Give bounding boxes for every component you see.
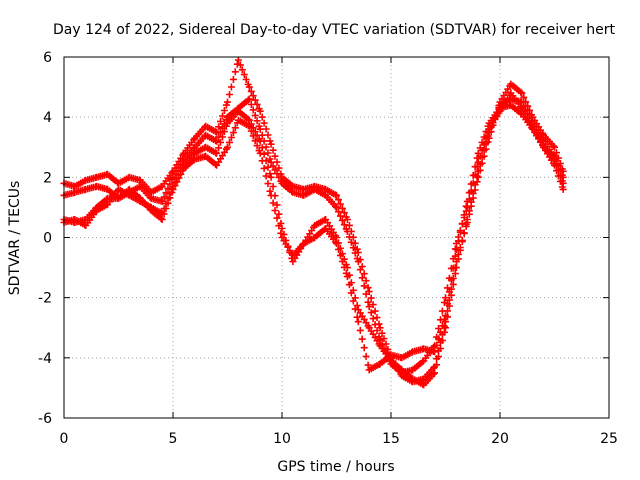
y-tick-label: 4: [43, 110, 52, 126]
x-tick-label: 0: [60, 431, 69, 447]
axis-ticks: [63, 56, 610, 419]
y-tick-label: 0: [43, 231, 52, 247]
x-axis-label: GPS time / hours: [277, 459, 394, 475]
y-tick-label: -4: [38, 351, 52, 367]
y-tick-labels: -6 -4 -2 0 2 4 6: [38, 50, 52, 427]
x-tick-label: 20: [491, 431, 509, 447]
y-tick-label: 2: [43, 170, 52, 186]
y-tick-label: 6: [43, 50, 52, 66]
chart-title: Day 124 of 2022, Sidereal Day-to-day VTE…: [53, 22, 615, 38]
y-axis-label: SDTVAR / TECUs: [7, 181, 23, 296]
x-tick-labels: 0 5 10 15 20 25: [60, 431, 618, 447]
y-tick-label: -2: [38, 291, 52, 307]
data-points: [60, 56, 567, 389]
y-tick-label: -6: [38, 411, 52, 427]
x-tick-label: 5: [169, 431, 178, 447]
x-tick-label: 25: [600, 431, 618, 447]
x-tick-label: 15: [382, 431, 400, 447]
x-tick-label: 10: [273, 431, 291, 447]
